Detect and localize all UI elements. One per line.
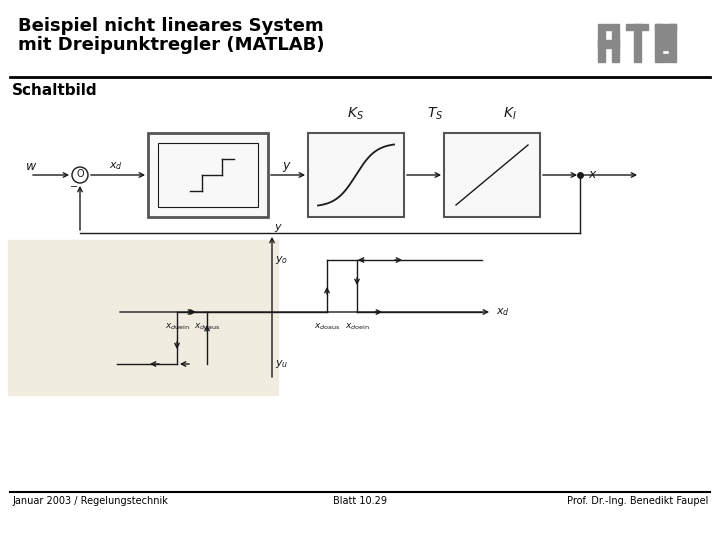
Text: $y_u$: $y_u$ — [275, 358, 289, 370]
Text: O: O — [76, 169, 84, 179]
Text: −: − — [70, 182, 78, 192]
Text: $T_S$: $T_S$ — [427, 106, 444, 122]
Text: y: y — [282, 159, 289, 172]
Bar — [148, 133, 268, 217]
Bar — [626, 24, 648, 30]
Text: Blatt 10.29: Blatt 10.29 — [333, 496, 387, 506]
Text: $x_{d\mathrm{oaus}}$: $x_{d\mathrm{oaus}}$ — [314, 322, 340, 333]
Bar — [8, 240, 278, 395]
Bar — [655, 24, 676, 30]
Bar — [655, 24, 662, 62]
Text: Schaltbild: Schaltbild — [12, 83, 98, 98]
Bar — [634, 24, 641, 62]
Bar — [662, 54, 668, 62]
Text: $x_{d\mathrm{oein}}$: $x_{d\mathrm{oein}}$ — [345, 322, 369, 333]
Bar — [444, 133, 540, 217]
Text: $x_{d\mathrm{uaus}}$: $x_{d\mathrm{uaus}}$ — [194, 322, 220, 333]
Bar — [669, 24, 676, 62]
Bar — [612, 30, 619, 62]
Bar — [308, 133, 404, 217]
Text: Prof. Dr.-Ing. Benedikt Faupel: Prof. Dr.-Ing. Benedikt Faupel — [567, 496, 708, 506]
Text: $K_I$: $K_I$ — [503, 106, 517, 122]
Text: y: y — [274, 222, 281, 232]
Text: $K_S$: $K_S$ — [346, 106, 364, 122]
Text: $x_d$: $x_d$ — [109, 160, 123, 172]
Text: $y_o$: $y_o$ — [275, 254, 288, 266]
Text: $x_d$: $x_d$ — [496, 306, 510, 318]
Bar — [158, 143, 258, 207]
Text: $x_{d\mathrm{uein}}$: $x_{d\mathrm{uein}}$ — [165, 322, 189, 333]
Text: w: w — [26, 160, 36, 173]
Text: x: x — [588, 168, 595, 181]
Text: Januar 2003 / Regelungstechnik: Januar 2003 / Regelungstechnik — [12, 496, 168, 506]
Text: mit Dreipunktregler (MATLAB): mit Dreipunktregler (MATLAB) — [18, 36, 325, 54]
Bar — [598, 24, 619, 30]
Bar — [598, 40, 619, 48]
Text: Beispiel nicht lineares System: Beispiel nicht lineares System — [18, 17, 323, 35]
Bar — [598, 30, 605, 62]
Bar — [662, 30, 668, 50]
